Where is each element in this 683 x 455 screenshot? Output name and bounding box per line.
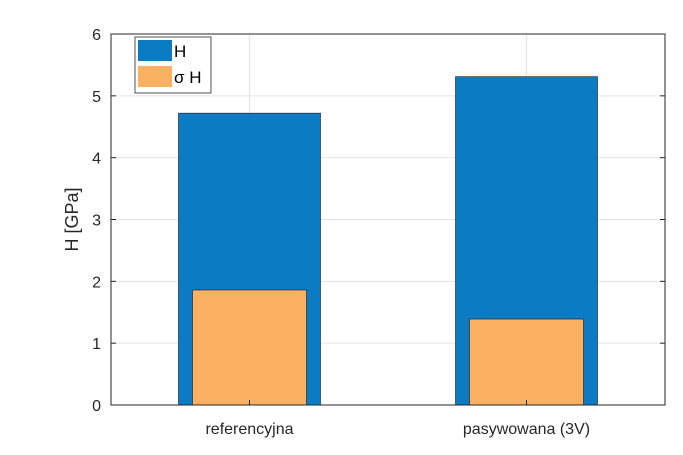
- y-tick-label: 5: [92, 89, 101, 106]
- y-axis: 0 1 2 3 4 5 6: [92, 27, 665, 415]
- x-tick-label: referencyjna: [205, 421, 293, 438]
- x-axis: referencyjna pasywowana (3V): [205, 400, 590, 438]
- legend-label: σ H: [174, 68, 202, 87]
- y-tick-label: 6: [92, 27, 101, 44]
- y-tick-label: 0: [92, 398, 101, 415]
- y-tick-label: 4: [92, 151, 101, 168]
- bar-sigma-h-1: [469, 318, 584, 406]
- y-tick-label: 1: [92, 336, 101, 353]
- legend-swatch: [138, 66, 172, 87]
- y-tick-label: 3: [92, 213, 101, 230]
- y-axis-title: H [GPa]: [62, 187, 82, 251]
- legend-swatch: [138, 40, 172, 61]
- bar-sigma-h-0: [192, 289, 307, 406]
- legend: Hσ H: [134, 36, 212, 94]
- bars: [178, 76, 598, 406]
- legend-label: H: [174, 42, 186, 61]
- x-tick-label: pasywowana (3V): [463, 421, 590, 438]
- y-tick-label: 2: [92, 274, 101, 291]
